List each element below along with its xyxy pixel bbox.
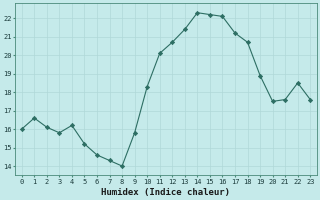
X-axis label: Humidex (Indice chaleur): Humidex (Indice chaleur) [101,188,230,197]
